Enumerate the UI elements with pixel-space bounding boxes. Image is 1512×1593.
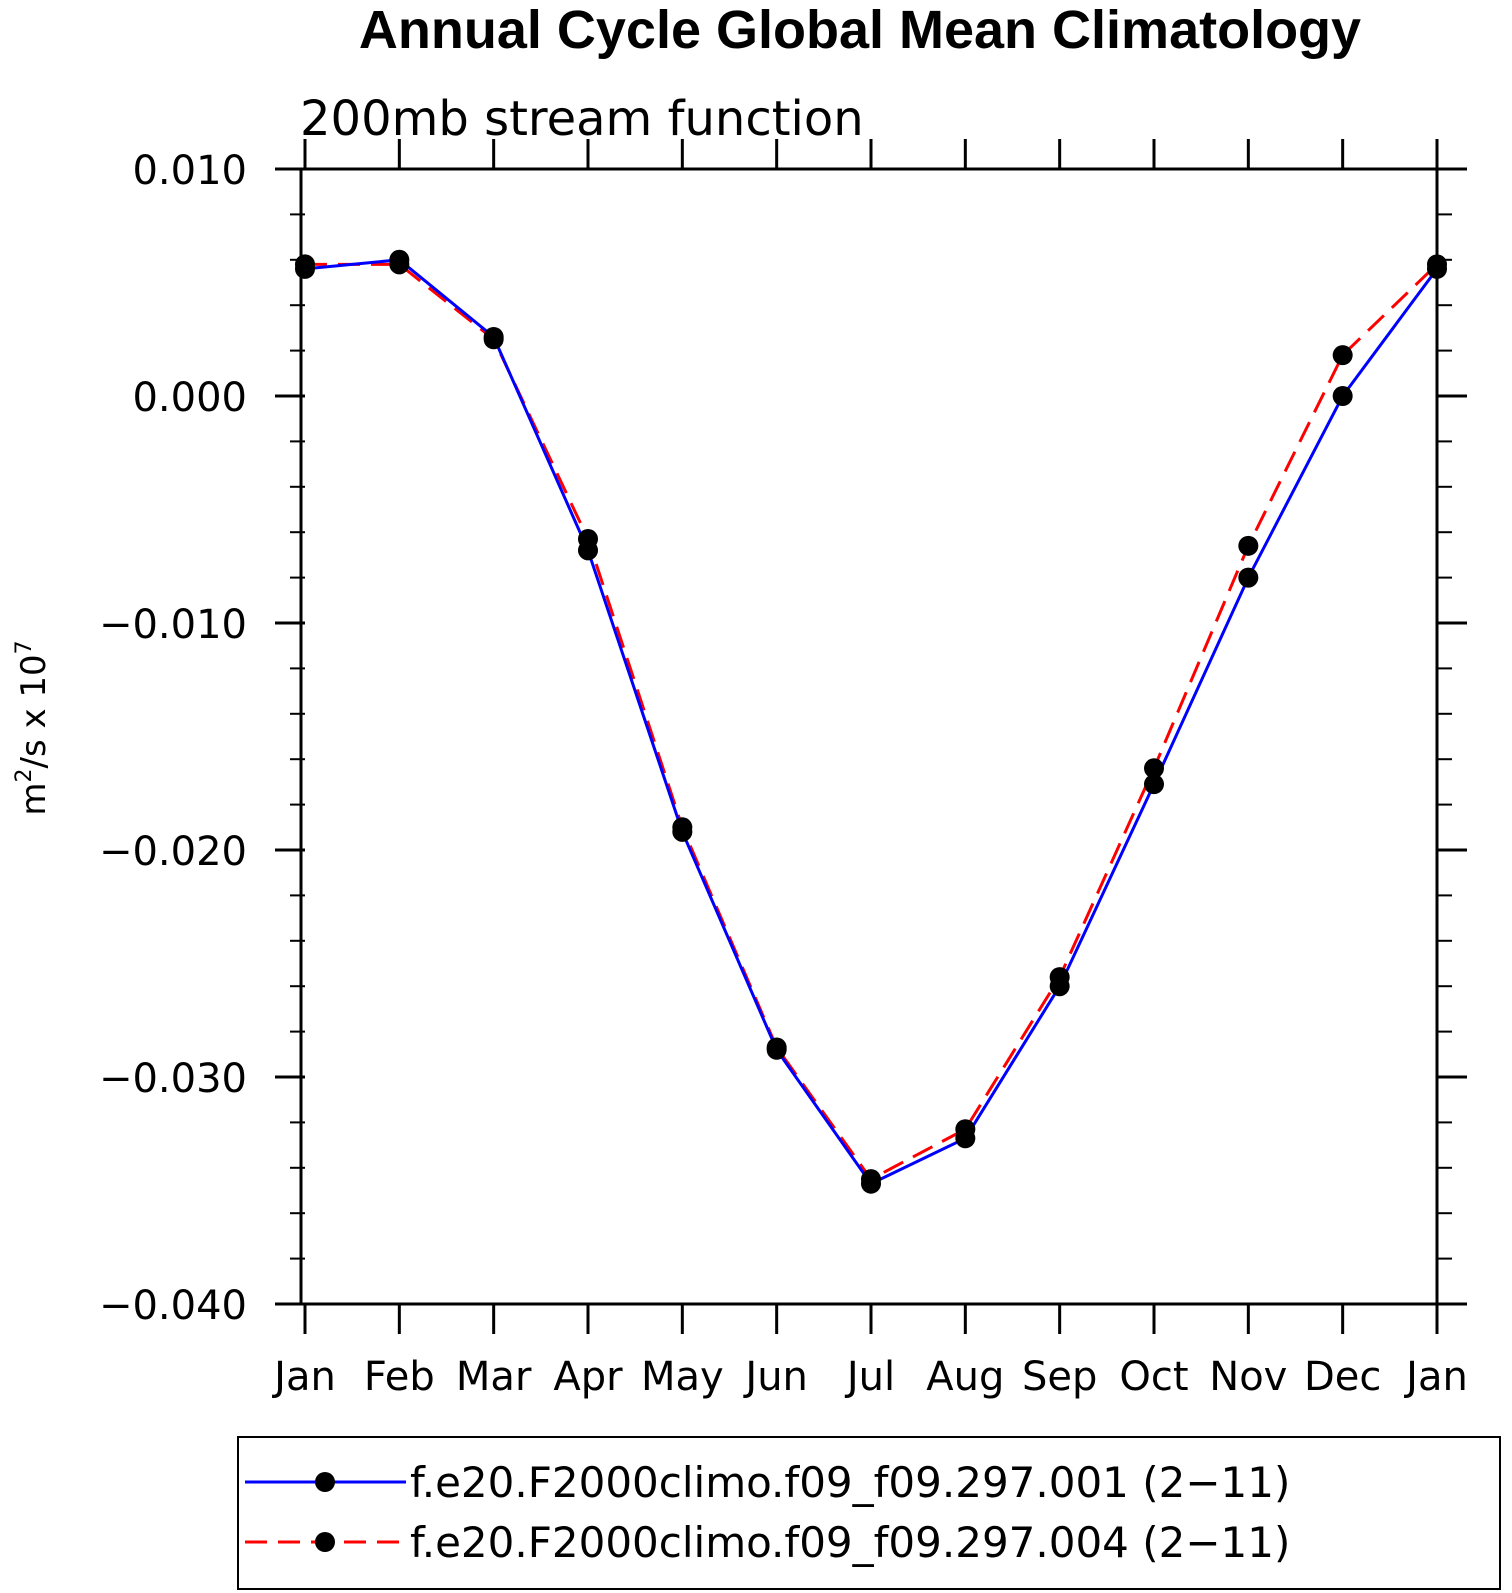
series-line-2 [305, 262, 1439, 1182]
data-point-s2 [672, 817, 693, 838]
data-point-s2 [1238, 535, 1259, 556]
y-tick-label: 0.000 [132, 375, 247, 421]
legend: f.e20.F2000climo.f09_f09.297.001 (2−11) f… [245, 1458, 1290, 1567]
chart-subtitle: 200mb stream function [300, 91, 864, 147]
axis-ticks [275, 139, 1467, 1334]
x-tick-label: Feb [364, 1354, 435, 1400]
y-tick-labels: 0.010 0.000 −0.010 −0.020 −0.030 −0.040 [99, 148, 247, 1329]
y-tick-label: 0.010 [132, 148, 247, 194]
data-point-s2 [861, 1169, 881, 1190]
y-axis-label: m2/s x 107 [12, 640, 54, 815]
y-tick-label: −0.020 [99, 829, 247, 875]
y-tick-label: −0.040 [99, 1283, 247, 1329]
data-point-s1 [1332, 386, 1353, 406]
y-axis-label-mid: /s x 10 [14, 654, 54, 768]
y-axis-label-sup2: 7 [12, 640, 37, 654]
x-tick-label: Jul [844, 1354, 895, 1400]
data-point-s2 [295, 254, 315, 275]
markers-layer [295, 249, 1447, 1194]
data-point-s2 [1332, 345, 1353, 366]
x-tick-label: May [641, 1354, 724, 1400]
data-point-s1 [1238, 567, 1259, 588]
y-axis-label-sup1: 2 [12, 769, 37, 783]
legend-label-1: f.e20.F2000climo.f09_f09.297.001 (2−11) [410, 1458, 1290, 1507]
x-tick-label: Oct [1119, 1354, 1188, 1400]
x-tick-label: Jun [742, 1354, 808, 1400]
x-tick-label: Sep [1022, 1354, 1097, 1400]
data-point-s2 [578, 529, 598, 550]
y-tick-label: −0.010 [99, 602, 247, 648]
data-point-s2 [955, 1119, 976, 1140]
data-point-s1 [1144, 774, 1164, 795]
x-tick-label: Jan [1403, 1354, 1468, 1400]
legend-box [237, 1436, 1501, 1590]
series-line-1 [304, 258, 1439, 1186]
x-tick-label: Dec [1304, 1354, 1381, 1400]
data-point-s2 [766, 1037, 787, 1058]
data-point-s2 [1049, 967, 1070, 988]
data-point-s2 [389, 254, 410, 275]
x-tick-label: Jan [271, 1354, 336, 1400]
y-tick-label: −0.030 [99, 1056, 247, 1102]
plot-frame [299, 167, 1439, 1306]
legend-marker-1 [315, 1472, 335, 1492]
legend-marker-2 [315, 1532, 335, 1552]
x-tick-label: Aug [926, 1354, 1004, 1400]
series-layer [304, 258, 1439, 1186]
data-point-s2 [483, 329, 504, 350]
legend-label-2: f.e20.F2000climo.f09_f09.297.004 (2−11) [410, 1518, 1290, 1567]
x-tick-labels: Jan Feb Mar Apr May Jun Jul Aug Sep Oct Nov Dec Jan [271, 1354, 1468, 1400]
chart-title: Annual Cycle Global Mean Climatology [359, 0, 1361, 60]
x-tick-label: Nov [1209, 1354, 1287, 1400]
y-axis-label-base: m [14, 783, 54, 816]
x-tick-label: Mar [456, 1354, 532, 1400]
data-point-s2 [1144, 758, 1164, 779]
x-tick-label: Apr [553, 1354, 623, 1400]
